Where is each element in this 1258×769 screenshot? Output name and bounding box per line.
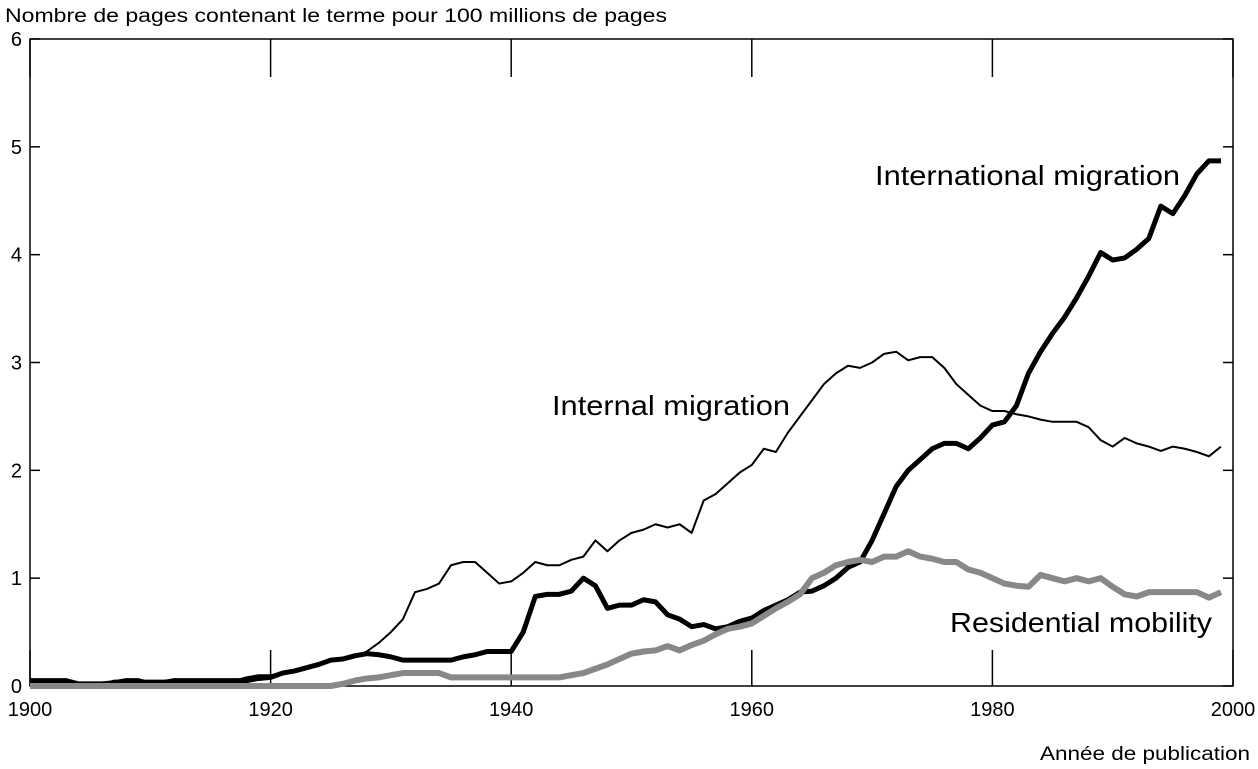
series-line — [30, 158, 1221, 687]
series-label: Residential mobility — [950, 607, 1212, 638]
plot-frame — [29, 38, 1234, 687]
x-tick-label: 2000 — [1211, 699, 1256, 721]
y-tick-label: 2 — [11, 460, 22, 482]
series-label: International migration — [875, 160, 1180, 191]
series-line — [30, 350, 1222, 685]
y-tick-label: 6 — [11, 29, 22, 51]
y-tick-label: 1 — [11, 568, 22, 590]
x-axis-label: Année de publication — [1040, 744, 1250, 765]
x-tick-label: 1900 — [8, 699, 53, 721]
y-tick-label: 4 — [11, 245, 22, 267]
x-tick-label: 1920 — [248, 699, 293, 721]
x-tick-label: 1940 — [489, 699, 534, 721]
y-tick-label: 0 — [11, 676, 22, 698]
series-label: Internal migration — [552, 390, 790, 421]
series-line — [30, 548, 1223, 689]
y-tick-label: 5 — [11, 137, 22, 159]
y-tick-label: 3 — [11, 353, 22, 375]
x-tick-label: 1960 — [730, 699, 775, 721]
y-axis-label: Nombre de pages contenant le terme pour … — [5, 6, 667, 27]
x-tick-label: 1980 — [970, 699, 1015, 721]
